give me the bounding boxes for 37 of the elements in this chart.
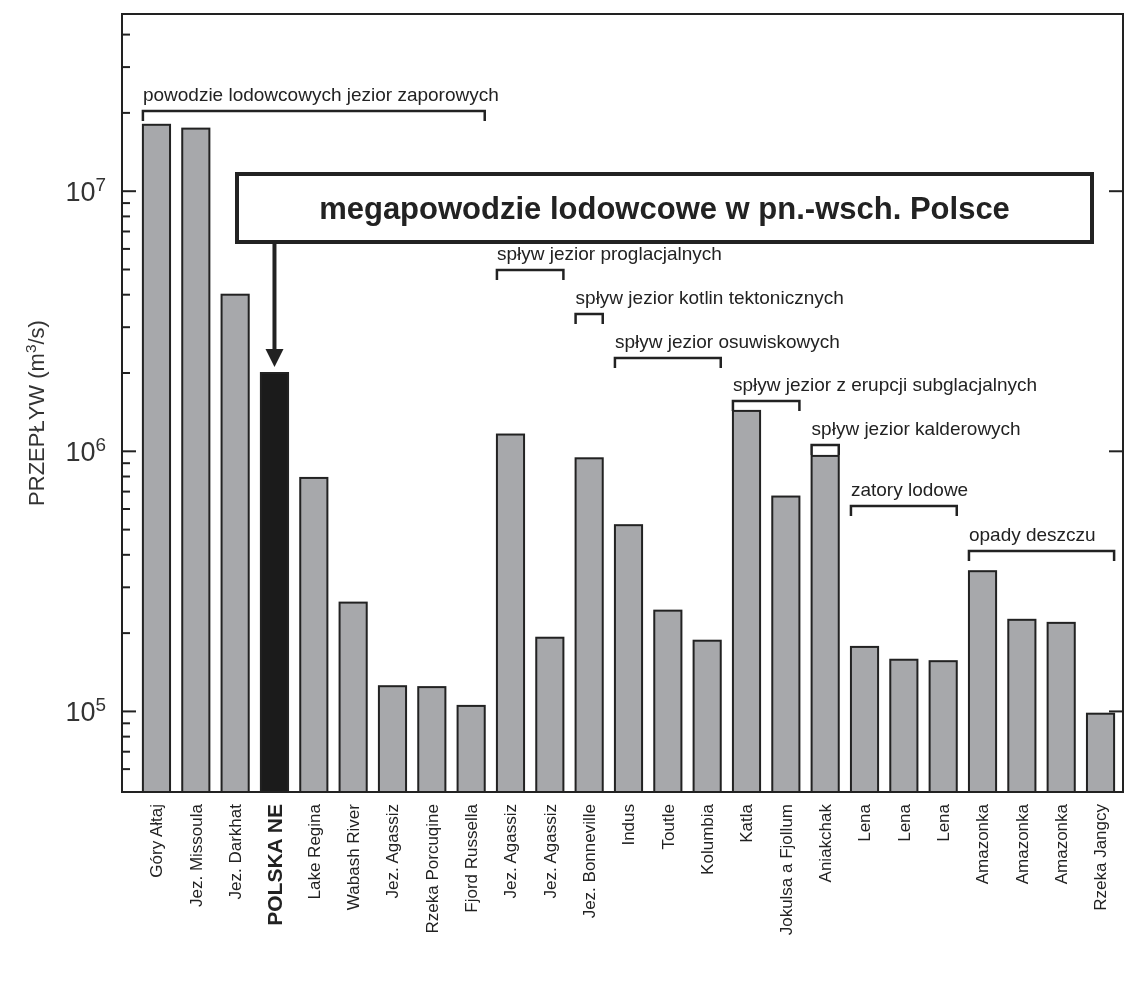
x-tick-label: Toutle	[658, 804, 678, 850]
x-tick-label: Kolumbia	[698, 803, 718, 875]
x-tick-label: Jokulsa a Fjollum	[776, 804, 796, 936]
x-tick-label: Jez. Bonneville	[580, 804, 600, 919]
x-tick-label: Rzeka Jangcy	[1091, 803, 1111, 911]
y-tick-label: 10$^{7}$	[65, 173, 106, 207]
x-tick-label: Indus	[619, 804, 639, 846]
x-tick-label: Jez. Agassiz	[540, 804, 560, 899]
x-tick-label: Katla	[737, 803, 757, 843]
x-tick-label: Jez. Agassiz	[383, 804, 403, 899]
x-tick-label: Rzeka Porcuqine	[422, 804, 442, 934]
annotation: spływ jezior z erupcji subglacjalnych	[732, 374, 1038, 395]
annotation: spływ jezior osuwiskowych	[614, 331, 840, 352]
annotation: megapowodzie lodowcowe w pn.-wsch. Polsce	[319, 190, 1010, 226]
annotation: spływ jezior proglacjalnych	[496, 243, 722, 264]
annotation: spływ jezior kalderowych	[811, 418, 1021, 439]
y-tick-label: 10$^{6}$	[65, 433, 106, 467]
x-tick-label: Jez. Missoula	[186, 803, 206, 907]
x-tick-label: Jez. Darkhat	[226, 803, 246, 900]
x-tick-label: Amazonka	[973, 803, 993, 885]
x-tick-label: Aniakchak	[816, 803, 836, 883]
x-tick-label: Lena	[934, 803, 954, 842]
x-tick-label: Jez. Agassiz	[501, 804, 521, 899]
annotation: zatory lodowe	[850, 479, 969, 500]
x-tick-label: Fjord Russella	[462, 803, 482, 913]
x-tick-label: Amazonka	[1052, 803, 1072, 885]
x-tick-label: POLSKA NE	[262, 804, 286, 926]
x-tick-label: Wabash River	[344, 803, 364, 911]
annotation: spływ jezior kotlin tektonicznych	[575, 287, 844, 308]
x-tick-label: Góry Ałtaj	[147, 804, 167, 878]
annotation: powodzie lodowcowych jezior zaporowych	[142, 84, 499, 105]
annotation: opady deszczu	[968, 524, 1096, 545]
x-tick-label: Lena	[894, 803, 914, 842]
x-tick-label: Lena	[855, 803, 875, 842]
x-tick-label: Amazonka	[1012, 803, 1032, 885]
x-tick-label: Lake Regina	[304, 803, 324, 900]
y-tick-label: 10$^{5}$	[65, 693, 106, 727]
